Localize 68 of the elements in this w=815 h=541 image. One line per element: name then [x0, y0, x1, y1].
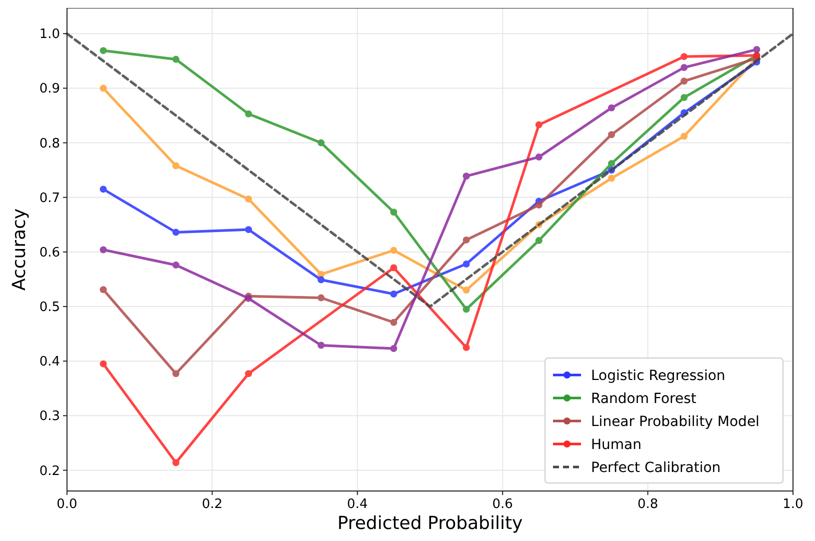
point	[390, 208, 398, 216]
point	[535, 121, 542, 128]
point	[245, 110, 252, 118]
point	[245, 226, 252, 234]
point	[390, 345, 398, 352]
point	[462, 306, 470, 313]
point	[462, 172, 470, 180]
point	[172, 228, 180, 236]
point	[680, 64, 688, 71]
point	[390, 246, 398, 254]
point	[535, 236, 542, 244]
point	[100, 47, 107, 54]
y-tick-label: 0.9	[39, 82, 60, 97]
x-tick-label: 0.0	[56, 497, 78, 512]
x-tick-label: 0.6	[492, 497, 513, 512]
point	[172, 56, 180, 63]
x-tick-label: 0.8	[637, 497, 658, 512]
y-tick-label: 0.3	[39, 409, 60, 424]
y-tick-label: 0.8	[39, 136, 60, 152]
point	[608, 174, 615, 182]
point	[680, 78, 688, 85]
point	[390, 264, 398, 272]
point	[462, 260, 470, 268]
y-tick-label: 0.6	[39, 245, 60, 260]
y-axis-title: Accuracy	[9, 208, 30, 291]
point	[318, 139, 325, 146]
point	[172, 459, 180, 466]
point	[245, 196, 252, 203]
x-tick-label: 0.4	[347, 497, 368, 512]
x-tick-label: 1.0	[782, 497, 804, 512]
point	[318, 276, 325, 284]
point	[100, 84, 107, 92]
point	[535, 153, 542, 160]
y-tick-label: 0.5	[39, 300, 60, 316]
legend-label: Perfect Calibration	[591, 460, 721, 476]
point	[535, 202, 542, 209]
point	[100, 360, 107, 368]
point	[462, 236, 470, 244]
point	[462, 344, 470, 351]
legend-label: Human	[591, 437, 642, 453]
point	[100, 286, 107, 294]
point	[172, 370, 180, 378]
point	[608, 104, 615, 112]
point	[172, 162, 180, 170]
point	[608, 160, 615, 168]
point	[462, 286, 470, 294]
x-tick-label: 0.2	[202, 497, 223, 512]
point	[680, 53, 688, 60]
point	[680, 132, 688, 140]
point	[608, 131, 615, 138]
point	[390, 318, 398, 326]
point	[100, 186, 107, 193]
point	[680, 94, 688, 102]
x-axis-title: Predicted Probability	[337, 513, 524, 534]
point	[172, 262, 180, 269]
y-tick-label: 0.2	[39, 464, 60, 479]
legend-label: Linear Probability Model	[591, 414, 760, 430]
legend-label: Random Forest	[591, 391, 697, 407]
point	[753, 46, 760, 53]
point	[100, 246, 107, 254]
y-tick-label: 0.4	[39, 354, 60, 370]
point	[318, 294, 325, 302]
y-tick-label: 0.7	[39, 190, 60, 206]
y-tick-label: 1.0	[39, 27, 60, 42]
point	[318, 342, 325, 349]
point	[390, 290, 398, 298]
legend-label: Logistic Regression	[591, 368, 726, 384]
point	[245, 370, 252, 378]
